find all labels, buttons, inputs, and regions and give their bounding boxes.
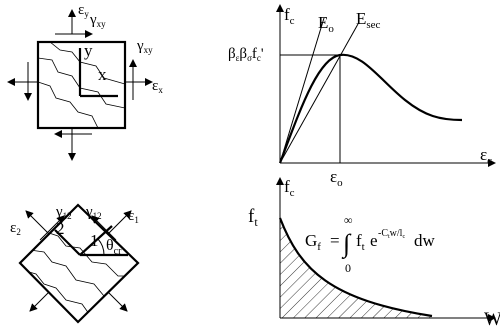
subscript: c xyxy=(487,155,492,167)
axis-label: 2 xyxy=(56,219,65,238)
formula-part: Gf xyxy=(305,231,321,253)
axis-label: εc xyxy=(480,145,492,167)
formula-part: ∫ xyxy=(341,229,352,259)
shear-label: γ12 xyxy=(55,204,72,221)
axis-label: x xyxy=(98,65,107,84)
formula-part: dw xyxy=(414,231,436,250)
subscript: f xyxy=(317,241,321,253)
subscript: t xyxy=(362,241,365,253)
shear-label: γ12 xyxy=(85,204,102,221)
symbol: ε xyxy=(128,208,134,224)
symbol: E xyxy=(356,9,366,28)
subscript: x xyxy=(158,85,163,95)
formula-part: ft xyxy=(356,231,365,253)
symbol: β xyxy=(228,46,236,62)
axis-label: fc xyxy=(284,177,295,199)
subscript: y xyxy=(84,9,89,19)
subscript: 12 xyxy=(93,211,102,221)
modulus-label: Eo xyxy=(318,13,334,35)
formula-part: -Ctw/lc xyxy=(378,228,405,240)
axis-label: y xyxy=(84,41,93,60)
symbol: γ xyxy=(136,38,144,54)
axis-label: fc xyxy=(284,5,295,27)
symbol: f xyxy=(252,46,257,62)
subscript: c xyxy=(290,187,295,199)
strain-label: ε1 xyxy=(128,208,139,225)
strength-label: ft xyxy=(248,206,258,229)
formula-part: e xyxy=(370,231,378,250)
symbol: ε xyxy=(330,167,337,186)
subscript: 12 xyxy=(63,211,72,221)
symbol: w/l xyxy=(390,228,403,239)
formula-part: 0 xyxy=(345,261,351,275)
symbol: β xyxy=(239,46,247,62)
subscript: t xyxy=(388,234,390,240)
compression-curve xyxy=(276,4,496,167)
strain-label: εy xyxy=(78,2,89,19)
subscript: 2 xyxy=(16,227,21,237)
subscript: ε xyxy=(236,53,240,63)
symbol: γ xyxy=(85,204,93,220)
modulus-label: Esec xyxy=(356,9,381,31)
symbol: ε xyxy=(480,145,487,164)
subscript: cr xyxy=(114,246,122,257)
axis-label: W xyxy=(484,309,500,330)
subscript: xy xyxy=(97,19,107,29)
symbol: γ xyxy=(89,12,97,28)
strain-label: ε2 xyxy=(10,220,21,237)
symbol: ε xyxy=(10,220,16,236)
formula-part: ∞ xyxy=(344,213,353,227)
symbol: f xyxy=(356,231,362,250)
symbol: ' xyxy=(261,46,264,62)
subscript: xy xyxy=(144,45,154,55)
subscript: σ xyxy=(247,53,252,63)
shear-label: γxy xyxy=(136,38,153,55)
symbol: ε xyxy=(78,2,84,18)
subscript: c xyxy=(257,53,261,63)
subscript: c xyxy=(290,15,295,27)
subscript: o xyxy=(337,177,343,189)
strain-label: εx xyxy=(152,78,163,95)
peak-label: βεβσfc' xyxy=(228,46,264,63)
subscript: 1 xyxy=(134,215,139,225)
formula-part: = xyxy=(330,231,340,250)
symbol: γ xyxy=(55,204,63,220)
symbol: f xyxy=(284,177,290,196)
subscript: sec xyxy=(366,19,380,31)
subscript: o xyxy=(328,23,334,35)
strain-label: εo xyxy=(330,167,343,189)
symbol: θ xyxy=(106,237,114,254)
tension-curve xyxy=(276,177,496,322)
angle-label: θcr xyxy=(106,237,122,257)
crack-element xyxy=(18,203,140,324)
symbol: f xyxy=(248,206,255,227)
symbol: -C xyxy=(378,228,388,239)
axis-label: 1 xyxy=(90,231,99,250)
subscript: t xyxy=(254,215,258,229)
symbol: E xyxy=(318,13,328,32)
symbol: ε xyxy=(152,78,158,94)
stress-element xyxy=(7,9,153,161)
subscript: c xyxy=(402,234,405,240)
symbol: f xyxy=(284,5,290,24)
shear-label: γxy xyxy=(89,12,106,29)
symbol: G xyxy=(305,231,317,250)
